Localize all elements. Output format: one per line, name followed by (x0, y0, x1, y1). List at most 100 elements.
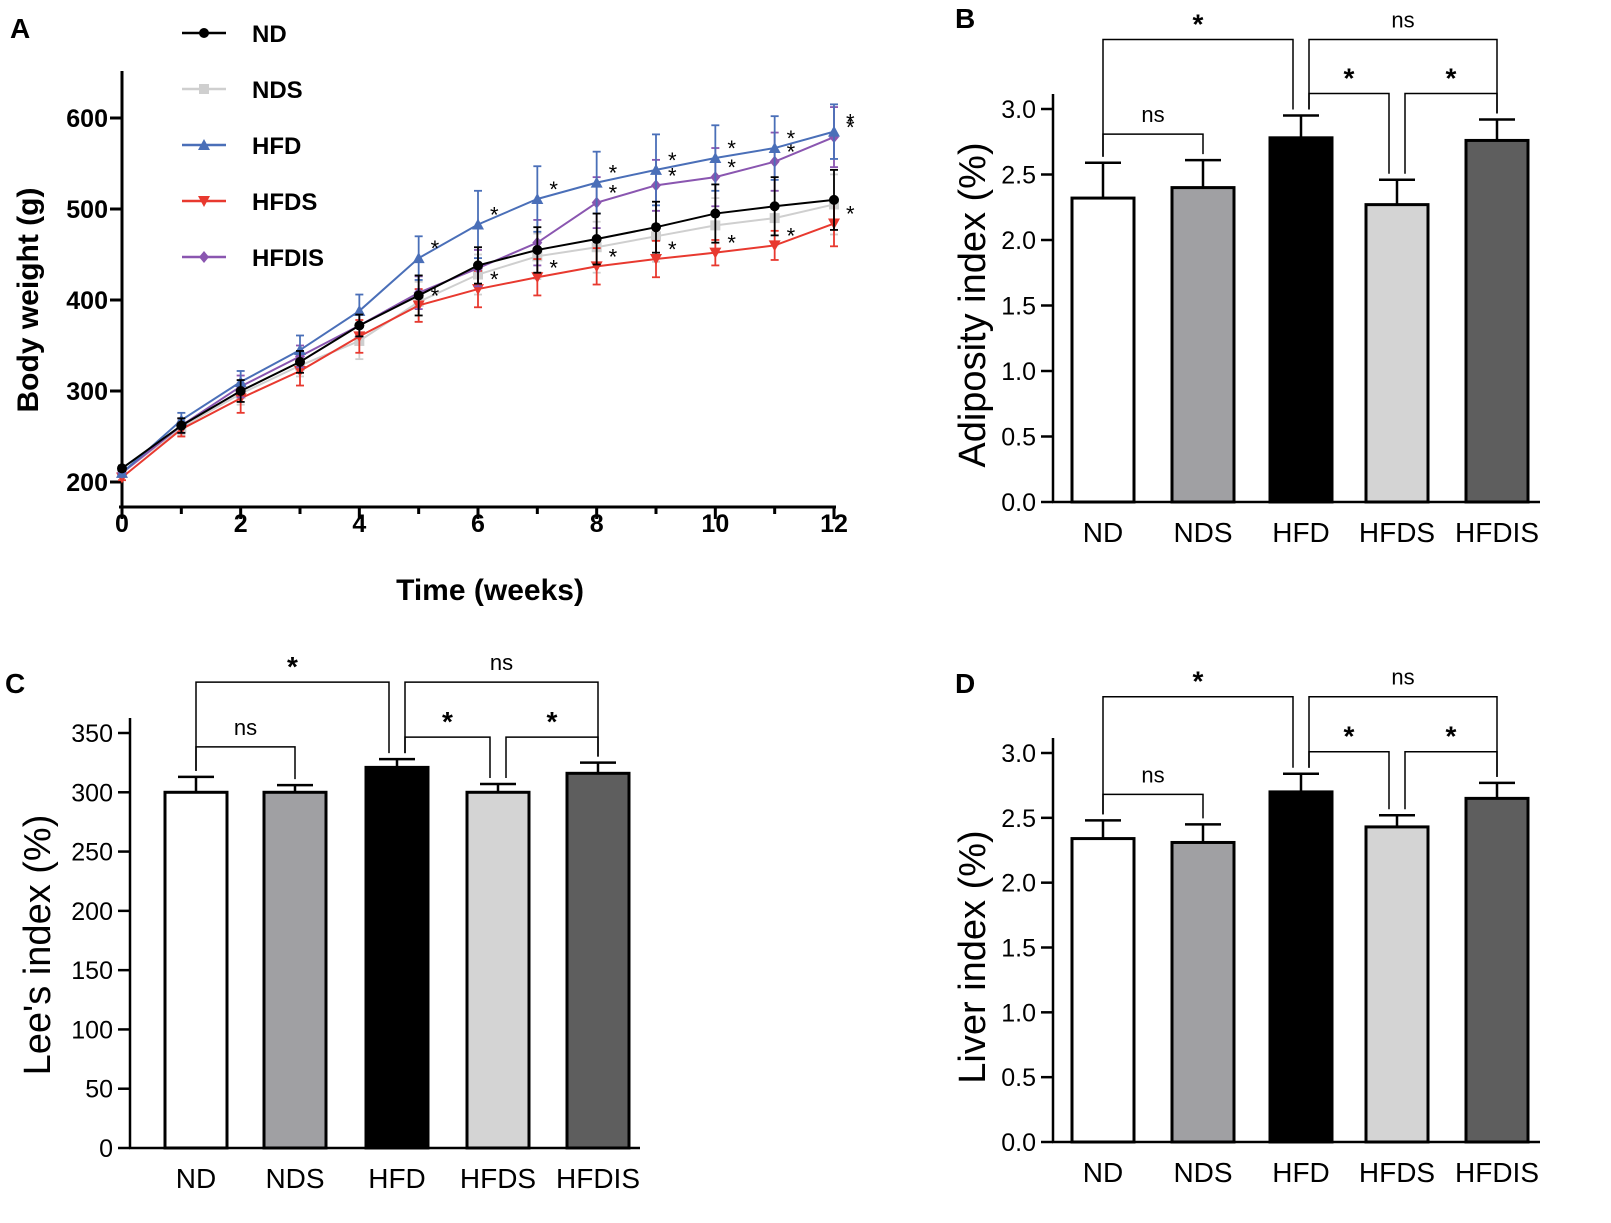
legend-label-hfdis: HFDIS (252, 245, 324, 272)
panel-c-significance-hfds-hfdis: * (547, 706, 558, 737)
panel-b-bar-chart: B Adiposity index (%) 0.0 0.5 1.0 1.5 2.0 2.5… (952, 3, 1540, 548)
panel-d-category-label-nds: NDS (1173, 1157, 1232, 1188)
panel-a-significance-star: * (727, 231, 736, 256)
panel-b-bracket-hfd-hfdis (1308, 38, 1498, 114)
panel-a-significance-star: * (727, 155, 736, 180)
panel-a-series-hfd: ***** * ** (116, 103, 855, 478)
panel-c-category-label-hfds: HFDS (460, 1163, 536, 1194)
panel-c-bar-nd (163, 790, 229, 1150)
panel-d-y-tick-label: 0.5 (1001, 1064, 1036, 1092)
panel-a-significance-star: * (549, 255, 558, 280)
legend-marker-hfds (198, 196, 210, 207)
panel-b-significance-hfd-hfds: * (1344, 63, 1355, 94)
legend-label-nd: ND (252, 21, 287, 48)
panel-a-significance-star: * (727, 136, 736, 161)
panel-a-line-chart: A Body weight (g) Time (weeks) 200 300 400… (10, 13, 855, 607)
panel-d-significance-nd-hfd: * (1193, 666, 1204, 697)
panel-c-bar-hfds (465, 790, 531, 1150)
panel-b-bar-hfd (1268, 136, 1334, 504)
panel-a-significance-star: * (846, 110, 855, 135)
panel-a-series-nd (117, 168, 839, 474)
panel-d-y-tick-label: 1.0 (1001, 999, 1036, 1027)
panel-a-significance-star: * (431, 236, 440, 261)
panel-a-point-nd (413, 290, 424, 301)
panel-label-a: A (10, 13, 30, 44)
panel-b-category-label-hfdis: HFDIS (1455, 517, 1539, 548)
panel-b-bar-hfds (1364, 203, 1430, 504)
panel-b-y-tick-label: 0.0 (1001, 489, 1036, 517)
panel-a-point-hfds (531, 272, 544, 284)
panel-a-y-tick-label: 400 (66, 287, 108, 315)
panel-c-category-label-nds: NDS (265, 1163, 324, 1194)
panel-label-d: D (955, 668, 975, 699)
panel-d-significance-nd-nds: ns (1141, 762, 1164, 787)
panel-d-category-label-hfdis: HFDIS (1455, 1157, 1539, 1188)
panel-c-bar-hfdis (565, 771, 631, 1150)
panel-c-significance-hfd-hfdis: ns (490, 650, 513, 675)
panel-a-y-axis-label: Body weight (g) (12, 188, 45, 413)
panel-d-bar-hfdis (1464, 796, 1530, 1144)
panel-a-point-hfds (768, 240, 781, 252)
panel-a-point-nd (769, 201, 780, 212)
panel-d-bracket-nd-hfd (1102, 695, 1294, 815)
panel-a-x-tick-label: 10 (701, 510, 729, 538)
panel-a-significance-star: * (846, 115, 855, 140)
panel-a-series-hfds: * * * * * * * * (116, 199, 855, 484)
panel-c-y-axis-label: Lee's index (%) (17, 815, 59, 1076)
panel-d-y-tick-label: 2.5 (1001, 805, 1036, 833)
panel-a-point-nd (117, 463, 127, 474)
legend-label-hfds: HFDS (252, 189, 317, 216)
panel-d-bracket-hfd-hfdis (1308, 695, 1498, 777)
panel-b-significance-nd-nds: ns (1141, 102, 1164, 127)
panel-a-significance-star: * (668, 148, 677, 173)
panel-d-bar-hfd (1268, 790, 1334, 1144)
panel-a-y-tick-label: 300 (66, 378, 108, 406)
panel-c-y-tick-label: 100 (71, 1016, 113, 1044)
panel-b-comparisons: ns * * * ns (1102, 8, 1498, 174)
panel-a-significance-star: * (787, 223, 796, 248)
panel-a-point-hfd (412, 252, 425, 264)
panel-a-x-axis-label: Time (weeks) (396, 574, 584, 607)
panel-d-comparisons: ns * * * ns (1102, 665, 1498, 819)
panel-d-y-tick-label: 2.0 (1001, 870, 1036, 898)
panel-a-point-hfd (590, 176, 603, 188)
panel-b-bar-nd (1070, 196, 1136, 504)
panel-a-significance-star: * (431, 283, 440, 308)
panel-a-significance-star: * (609, 181, 618, 206)
panel-a-legend: ND NDS HFD HFDS HFDIS (182, 21, 324, 272)
panel-c-y-tick-label: 50 (85, 1076, 113, 1104)
panel-a-significance-star: * (668, 237, 677, 262)
panel-c-bar-hfd (364, 765, 430, 1150)
panel-a-x-tick-label: 6 (471, 510, 485, 538)
panel-a-significance-star: * (609, 244, 618, 269)
panel-c-y-tick-label: 250 (71, 839, 113, 867)
panel-b-significance-hfds-hfdis: * (1446, 63, 1457, 94)
panel-a-point-nd (651, 222, 661, 233)
panel-c-y-tick-label: 200 (71, 898, 113, 926)
panel-label-b: B (955, 3, 975, 34)
panel-a-point-hfd (650, 163, 662, 175)
panel-c-bar-chart: C Lee's index (%) 0 50 100 150 200 250 300 350 N… (5, 650, 640, 1194)
panel-c-bracket-nd-nds (195, 746, 296, 780)
panel-c-y-tick-label: 350 (71, 720, 113, 748)
panel-d-bar-hfds (1364, 825, 1430, 1144)
panel-c-category-label-nd: ND (176, 1163, 216, 1194)
panel-b-y-tick-label: 1.0 (1001, 358, 1036, 386)
panel-a-point-hfd (709, 152, 722, 164)
panel-a-point-hfd (768, 142, 781, 154)
panel-c-significance-nd-hfd: * (287, 651, 298, 682)
legend-marker-nds (199, 84, 209, 94)
panel-a-x-tick-label: 2 (234, 510, 248, 538)
panel-d-y-tick-label: 3.0 (1001, 740, 1036, 768)
panel-b-category-label-nd: ND (1083, 517, 1123, 548)
panel-a-point-hfds (650, 254, 662, 266)
panel-a-x-tick-label: 12 (820, 510, 848, 538)
panel-a-point-hfd (472, 218, 484, 230)
panel-c-comparisons: ns * * * ns (195, 650, 599, 780)
panel-a-y-tick-label: 200 (66, 469, 108, 497)
legend-label-nds: NDS (252, 77, 303, 104)
panel-a-x-tick-label: 0 (115, 510, 129, 538)
panel-d-bar-chart: D Liver index (%) 0.0 0.5 1.0 1.5 2.0 2.5 3.0 N… (952, 665, 1540, 1188)
panel-a-x-tick-label: 4 (352, 510, 366, 538)
panel-b-category-label-hfd: HFD (1272, 517, 1330, 548)
